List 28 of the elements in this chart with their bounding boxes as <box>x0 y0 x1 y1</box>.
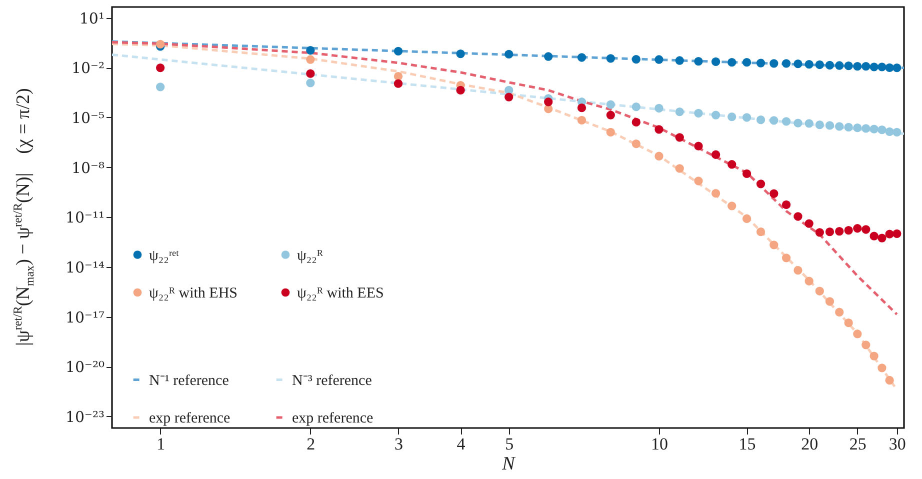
legend-label: ψ₂₂ᴿ with EES <box>297 286 384 302</box>
legend-label: ψ₂₂ᴿ with EHS <box>149 286 238 302</box>
y-tick-label: 10⁻²³ <box>65 408 104 426</box>
x-tick-label: 5 <box>505 434 514 454</box>
y-tick-label: 10⁻⁸ <box>71 158 104 177</box>
x-tick-label: 30 <box>888 434 906 454</box>
y-tick-label: 10⁻⁵ <box>71 108 104 127</box>
x-axis-title: N <box>501 454 516 474</box>
legend-label: N⁻³ reference <box>292 372 372 389</box>
legend-label: ψ₂₂ᴿ <box>297 248 324 264</box>
legend-label: exp reference <box>149 410 231 426</box>
x-tick-label: 10 <box>650 434 668 454</box>
legend-label: exp reference <box>292 410 374 426</box>
x-tick-label: 1 <box>156 434 166 454</box>
y-tick-label: 10⁻¹⁴ <box>65 258 104 276</box>
x-tick-label: 25 <box>849 434 866 454</box>
x-tick-label: 3 <box>394 434 403 454</box>
legend-label: ψ₂₂ʳᵉᵗ <box>149 248 179 264</box>
y-tick-label: 10¹ <box>79 9 104 28</box>
y-tick-label: 10⁻¹¹ <box>65 208 104 227</box>
y-tick-label: 10⁻² <box>71 59 104 78</box>
y-tick-label: 10⁻²⁰ <box>65 358 104 376</box>
y-tick-label: 10⁻¹⁷ <box>65 308 104 326</box>
x-tick-label: 4 <box>456 434 466 454</box>
x-tick-label: 2 <box>306 434 316 454</box>
x-tick-label: 15 <box>738 434 756 454</box>
x-tick-label: 20 <box>801 434 818 454</box>
legend-label: N⁻¹ reference <box>149 372 230 389</box>
